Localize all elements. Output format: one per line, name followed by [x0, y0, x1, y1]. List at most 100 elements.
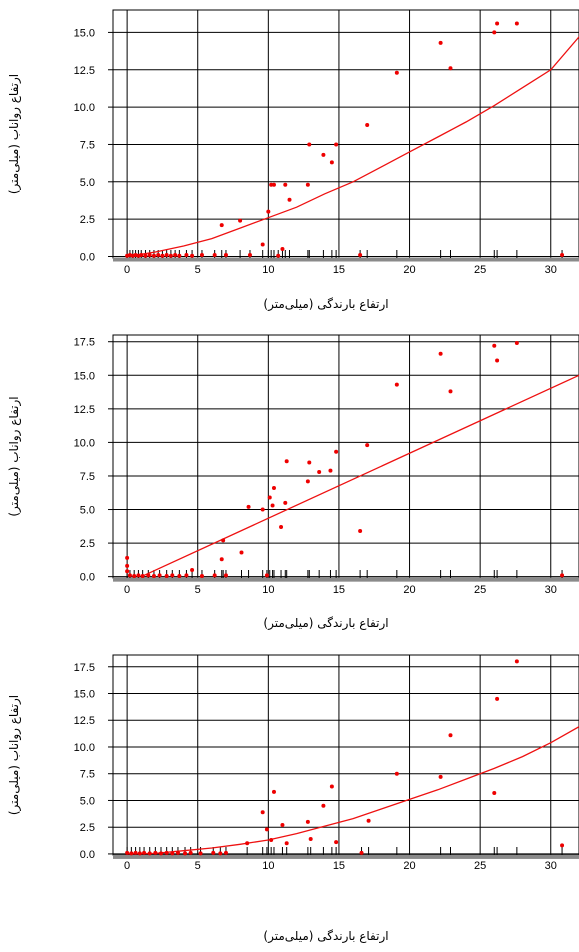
x-tick-label: 5 [195, 584, 201, 596]
data-point [366, 818, 371, 823]
data-point [223, 253, 228, 258]
data-point [132, 573, 137, 578]
y-tick-label: 12.5 [74, 65, 95, 77]
data-point [127, 573, 132, 578]
data-point [247, 253, 252, 258]
data-point [212, 573, 217, 578]
data-point [147, 253, 152, 258]
data-point [260, 810, 265, 815]
data-point [184, 253, 189, 258]
data-point [308, 836, 313, 841]
y-tick-label: 7.5 [80, 471, 95, 483]
x-axis-label: ارتفاع بارندگی (میلی‌متر) [263, 929, 388, 944]
data-point [321, 803, 326, 808]
data-point [495, 358, 500, 363]
data-point [160, 253, 165, 258]
data-point [159, 851, 164, 856]
x-tick-label: 15 [333, 264, 345, 276]
y-tick-label: 10.0 [74, 437, 95, 449]
data-point [125, 555, 130, 560]
data-point [129, 851, 134, 856]
data-point [284, 841, 289, 846]
data-point [260, 507, 265, 512]
x-tick-label: 5 [195, 860, 201, 872]
x-tick-label: 10 [262, 264, 274, 276]
data-point [156, 253, 161, 258]
chart-panel-3: 0 5 10 15 20 25 30 0.0 2.5 5.0 7.5 10.0 12.5 15.0 17.5… [0, 640, 579, 952]
data-point [260, 242, 265, 247]
y-tick-label: 5.0 [80, 795, 95, 807]
data-point [190, 253, 195, 258]
data-point [448, 66, 453, 71]
data-point [438, 40, 443, 45]
data-point [142, 850, 147, 855]
data-point [183, 851, 188, 856]
data-point [287, 197, 292, 202]
data-point [334, 142, 339, 147]
data-point [276, 253, 281, 258]
data-point [266, 209, 271, 214]
data-point [211, 850, 216, 855]
x-tick-label: 25 [474, 264, 486, 276]
data-point [177, 573, 182, 578]
data-point [321, 152, 326, 157]
x-axis-label: ارتفاع بارندگی (میلی‌متر) [263, 616, 388, 631]
scatter-chart-1: 0 5 10 15 20 25 30 0.0 2.5 5.0 7.5 10.0 12.5 15.0 ارتف… [7, 9, 579, 312]
data-point [246, 504, 251, 509]
data-point [173, 253, 178, 258]
data-point [188, 850, 193, 855]
data-point [264, 827, 269, 832]
data-point [198, 851, 203, 856]
data-point [133, 850, 138, 855]
data-point [329, 160, 334, 165]
data-point [271, 486, 276, 491]
data-point [175, 850, 180, 855]
data-point [283, 182, 288, 187]
data-point [177, 253, 182, 258]
data-point [125, 850, 130, 855]
data-point [221, 538, 226, 543]
zero-baseline [113, 854, 579, 859]
y-tick-label: 0.0 [80, 252, 95, 264]
data-point [365, 123, 370, 128]
data-point [307, 142, 312, 147]
chart-panel-1: 0 5 10 15 20 25 30 0.0 2.5 5.0 7.5 10.0 12.5 15.0 ارتف… [0, 0, 579, 320]
data-point [157, 573, 162, 578]
data-point [125, 569, 130, 574]
data-point [448, 389, 453, 394]
data-point [170, 851, 175, 856]
y-tick-label: 2.5 [80, 214, 95, 226]
x-tick-label: 20 [403, 584, 415, 596]
data-point [219, 223, 224, 228]
x-tick-label: 0 [124, 584, 130, 596]
data-point [560, 573, 565, 578]
data-point [358, 529, 363, 534]
x-tick-label: 30 [545, 584, 557, 596]
data-point [271, 789, 276, 794]
data-point [239, 550, 244, 555]
data-point [334, 840, 339, 845]
y-tick-label: 10.0 [74, 102, 95, 114]
x-tick-label: 15 [333, 860, 345, 872]
x-tick-label: 30 [545, 860, 557, 872]
y-axis-label: ارتفاع رواناب (میلی‌متر) [7, 695, 22, 815]
data-point [223, 573, 228, 578]
y-tick-label: 15.0 [74, 689, 95, 701]
x-tick-label: 5 [195, 264, 201, 276]
x-tick-label: 10 [262, 860, 274, 872]
plot-frame [112, 654, 579, 856]
plot-frame [112, 9, 579, 259]
y-tick-label: 10.0 [74, 742, 95, 754]
x-tick-label: 25 [474, 860, 486, 872]
data-point [560, 843, 565, 848]
data-point [153, 850, 158, 855]
data-point [438, 351, 443, 356]
y-tick-label: 0.0 [80, 572, 95, 584]
data-point [280, 247, 285, 252]
data-point [514, 21, 519, 26]
data-point [279, 524, 284, 529]
data-point [139, 253, 144, 258]
data-point [238, 218, 243, 223]
data-point [245, 841, 250, 846]
x-tick-label: 10 [262, 584, 274, 596]
